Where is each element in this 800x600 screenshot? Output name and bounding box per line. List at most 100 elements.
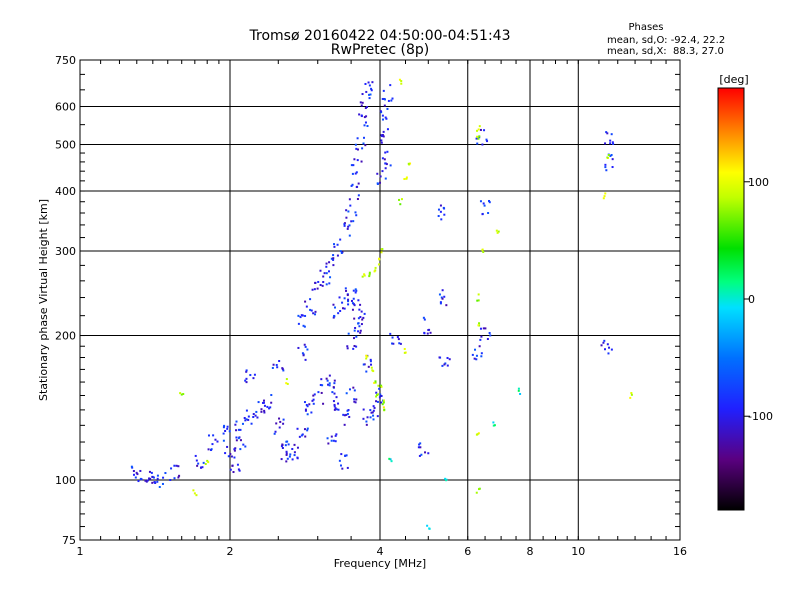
data-point bbox=[354, 172, 357, 175]
data-point bbox=[345, 289, 348, 292]
data-point bbox=[316, 287, 319, 290]
data-point bbox=[606, 156, 609, 159]
data-point bbox=[382, 135, 385, 138]
data-point bbox=[444, 477, 447, 480]
data-point bbox=[353, 400, 356, 403]
data-point bbox=[476, 299, 479, 302]
data-point bbox=[492, 421, 495, 424]
data-point bbox=[156, 477, 159, 480]
data-point bbox=[201, 466, 204, 469]
data-point bbox=[340, 251, 343, 254]
data-point bbox=[337, 408, 340, 411]
data-point bbox=[263, 411, 266, 414]
data-point bbox=[372, 418, 375, 421]
data-point bbox=[343, 224, 346, 227]
data-point bbox=[358, 113, 361, 116]
data-point bbox=[423, 332, 426, 335]
data-point bbox=[353, 329, 356, 332]
data-point bbox=[365, 357, 368, 360]
data-point bbox=[233, 448, 236, 451]
data-point bbox=[519, 392, 522, 395]
data-point bbox=[148, 470, 151, 473]
data-point bbox=[235, 420, 238, 423]
data-point bbox=[482, 202, 485, 205]
data-point bbox=[243, 416, 246, 419]
data-point bbox=[373, 381, 376, 384]
data-point bbox=[345, 209, 348, 212]
data-point bbox=[371, 369, 374, 372]
data-point bbox=[332, 254, 335, 257]
data-point bbox=[156, 474, 159, 477]
data-point bbox=[305, 305, 308, 308]
data-point bbox=[284, 444, 287, 447]
data-point bbox=[291, 447, 294, 450]
y-tick-label: 100 bbox=[55, 474, 76, 487]
data-point bbox=[327, 270, 330, 273]
data-point bbox=[312, 312, 315, 315]
data-point bbox=[403, 351, 406, 354]
data-point bbox=[381, 118, 384, 121]
data-point bbox=[610, 348, 613, 351]
data-point bbox=[302, 354, 305, 357]
data-point bbox=[374, 380, 377, 383]
data-point bbox=[476, 433, 479, 436]
data-point bbox=[173, 477, 176, 480]
data-point bbox=[475, 358, 478, 361]
data-point bbox=[422, 316, 425, 319]
data-point bbox=[139, 469, 142, 472]
data-point bbox=[346, 227, 349, 230]
colorbar bbox=[717, 87, 745, 511]
chart-title: Tromsø 20160422 04:50:00-04:51:43 bbox=[249, 28, 511, 44]
data-point bbox=[179, 392, 182, 395]
data-point bbox=[380, 251, 383, 254]
data-point bbox=[303, 343, 306, 346]
data-point bbox=[361, 147, 364, 150]
data-point bbox=[400, 80, 403, 83]
data-point bbox=[346, 409, 349, 412]
data-point bbox=[360, 160, 363, 163]
data-point bbox=[376, 394, 379, 397]
data-point bbox=[350, 184, 353, 187]
data-point bbox=[605, 131, 608, 134]
data-point bbox=[247, 418, 250, 421]
data-point bbox=[427, 452, 430, 455]
data-point bbox=[233, 456, 236, 459]
data-point bbox=[193, 492, 196, 495]
data-point bbox=[381, 135, 384, 138]
data-point bbox=[493, 424, 496, 427]
data-point bbox=[367, 81, 370, 84]
data-point bbox=[322, 402, 325, 405]
data-point bbox=[336, 243, 339, 246]
x-tick-label: 6 bbox=[464, 545, 471, 558]
data-point bbox=[355, 186, 358, 189]
data-point bbox=[275, 363, 278, 366]
data-point bbox=[297, 346, 300, 349]
data-point bbox=[403, 178, 406, 181]
data-point bbox=[387, 99, 390, 102]
data-point bbox=[328, 282, 331, 285]
data-point bbox=[379, 175, 382, 178]
data-point bbox=[441, 297, 444, 300]
data-point bbox=[322, 281, 325, 284]
data-point bbox=[332, 303, 335, 306]
data-point bbox=[257, 401, 260, 404]
data-point bbox=[339, 250, 342, 253]
data-point bbox=[368, 271, 371, 274]
data-point bbox=[480, 335, 483, 338]
data-point bbox=[343, 414, 346, 417]
data-point bbox=[350, 164, 353, 167]
data-point bbox=[323, 272, 326, 275]
data-point bbox=[369, 360, 372, 363]
data-point bbox=[609, 142, 612, 145]
data-point bbox=[209, 449, 212, 452]
data-point bbox=[342, 413, 345, 416]
data-point bbox=[391, 336, 394, 339]
data-point bbox=[275, 422, 278, 425]
data-point bbox=[254, 414, 257, 417]
data-point bbox=[364, 82, 367, 85]
data-point bbox=[355, 289, 358, 292]
data-point bbox=[353, 304, 356, 307]
data-point bbox=[517, 387, 520, 390]
data-point bbox=[343, 223, 346, 226]
data-point bbox=[362, 316, 365, 319]
